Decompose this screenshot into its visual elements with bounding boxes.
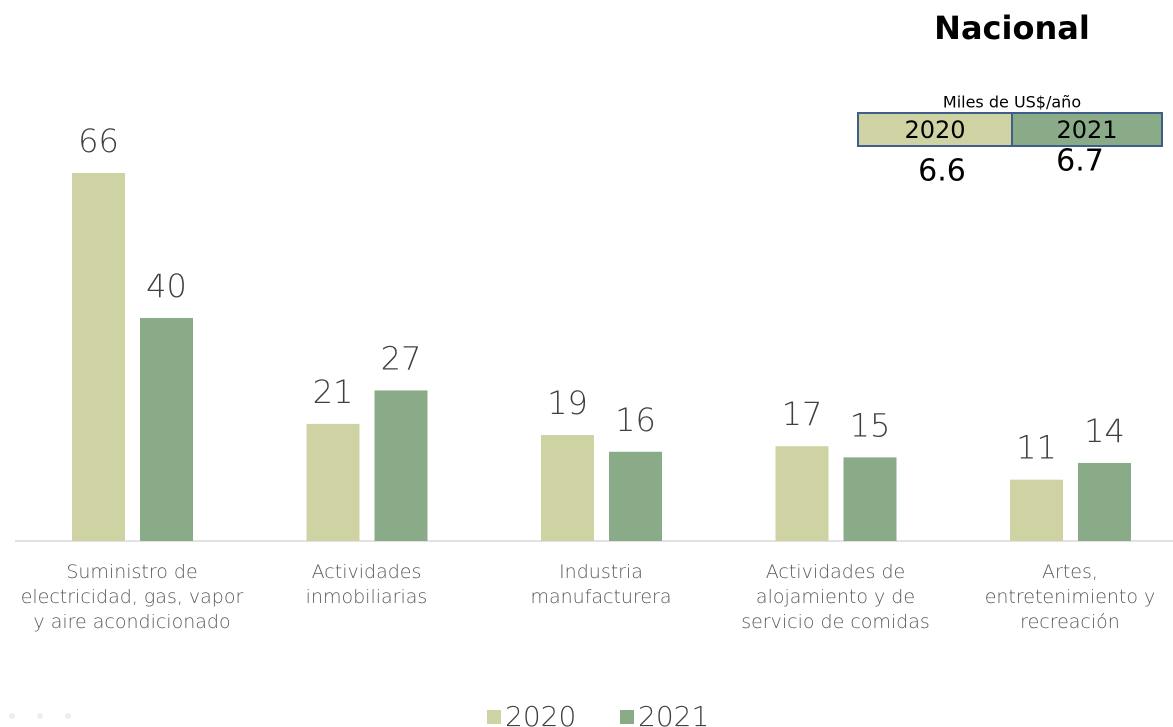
x-tick-label: Actividades inmobiliarias xyxy=(305,561,428,608)
summary-unit: Miles de US$/año xyxy=(943,93,1081,112)
summary-value: 6.6 xyxy=(918,154,966,189)
decoration xyxy=(9,713,15,719)
data-label: 27 xyxy=(381,339,422,377)
decoration xyxy=(37,713,43,719)
summary-header-cell xyxy=(857,112,1013,147)
summary-header: 2021 xyxy=(1056,116,1117,144)
bar xyxy=(775,446,829,541)
bar xyxy=(541,435,594,541)
decoration xyxy=(65,713,71,719)
bar xyxy=(72,172,125,541)
data-label: 17 xyxy=(782,395,823,433)
data-label: 66 xyxy=(78,122,119,160)
legend-swatch xyxy=(620,710,634,724)
bar xyxy=(1078,462,1131,541)
summary-title: Nacional xyxy=(934,9,1090,47)
legend-label: 2020 xyxy=(505,700,576,727)
bar xyxy=(609,451,662,541)
data-label: 21 xyxy=(313,373,354,411)
x-tick-label: Industria manufacturera xyxy=(530,561,672,608)
x-tick-label: Actividades de alojamiento y de servicio… xyxy=(741,561,930,633)
summary-value: 6.7 xyxy=(1056,144,1104,179)
data-label: 16 xyxy=(615,401,656,439)
bar xyxy=(306,423,360,541)
bar xyxy=(374,390,428,541)
data-label: 19 xyxy=(547,384,588,422)
summary-header-cell xyxy=(1011,112,1163,147)
summary-header: 2020 xyxy=(904,116,965,144)
data-label: 15 xyxy=(850,406,891,444)
x-tick-label: Suministro de electricidad, gas, vapor y… xyxy=(20,561,244,633)
data-label: 14 xyxy=(1084,412,1125,450)
x-tick-label: Artes, entretenimiento y recreación xyxy=(984,561,1156,633)
bar xyxy=(140,317,193,541)
data-label: 40 xyxy=(146,267,187,305)
legend-swatch xyxy=(487,710,501,724)
bar xyxy=(843,457,897,541)
legend-label: 2021 xyxy=(638,700,709,727)
data-label: 11 xyxy=(1016,429,1057,467)
bar xyxy=(1010,479,1063,541)
